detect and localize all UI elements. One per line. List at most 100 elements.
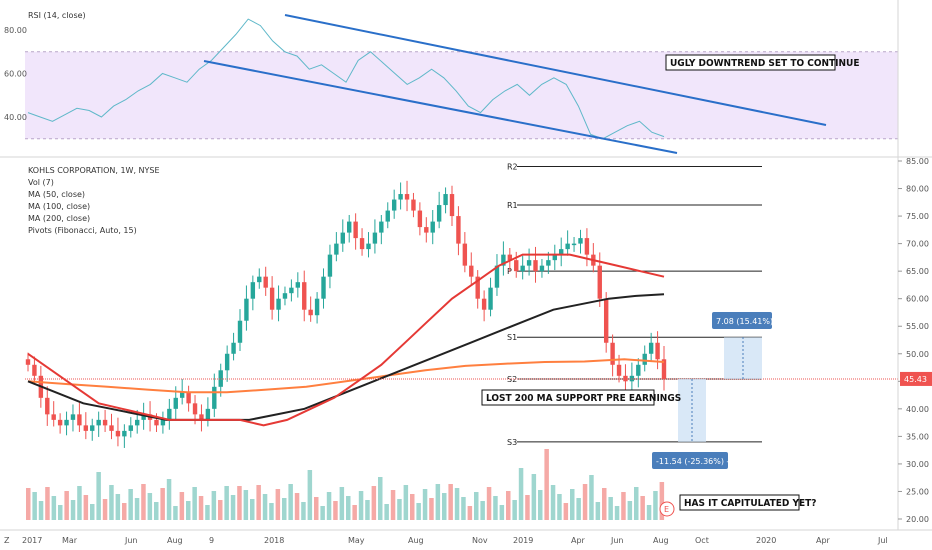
indicator-label: MA (100, close) <box>28 202 90 211</box>
pane-labels: RSI (14, close) KOHLS CORPORATION, 1W, NY… <box>28 11 160 235</box>
volume-bar <box>525 495 530 520</box>
time-tick-label: Nov <box>472 536 488 545</box>
volume-bar <box>250 499 255 520</box>
candle-body <box>25 359 31 365</box>
time-tick-label: Jul <box>877 536 888 545</box>
candle-body <box>250 282 256 299</box>
volume-bar <box>160 488 165 520</box>
volume-bar <box>640 496 645 520</box>
volume-bar <box>416 503 421 520</box>
candle-body <box>603 298 609 343</box>
candle-body <box>237 320 243 343</box>
volume-bar <box>403 485 409 520</box>
volume-bar <box>224 486 229 520</box>
volume-bar <box>301 502 306 520</box>
indicator-label: MA (50, close) <box>28 190 85 199</box>
volume-bar <box>307 470 313 520</box>
ma-note: LOST 200 MA SUPPORT PRE EARNINGS <box>486 393 681 404</box>
candle-body <box>32 364 37 376</box>
candle-body <box>411 199 416 211</box>
time-tick-label: Jun <box>124 536 138 545</box>
volume-bar <box>109 485 114 520</box>
volume-bar <box>141 484 146 520</box>
volume-bar <box>589 475 594 520</box>
volume-bar <box>192 487 197 520</box>
volume-bar <box>621 492 626 520</box>
pivot-label: R1 <box>507 201 518 210</box>
volume-bar <box>493 496 498 520</box>
candle-body <box>186 392 191 404</box>
candle-body <box>295 282 301 288</box>
candle-body <box>70 414 76 420</box>
candle-body <box>539 265 545 272</box>
volume-bar <box>499 505 505 520</box>
pivot-label: S1 <box>507 333 517 342</box>
candle-body <box>642 353 647 365</box>
candle-body <box>83 425 89 431</box>
candle-body <box>314 298 320 316</box>
candle-body <box>404 194 410 200</box>
candle-body <box>154 419 159 426</box>
candle-body <box>616 364 622 376</box>
annotations: 7.08 (15.41%) 708 -11.54 (-25.36%) -1154 U… <box>481 54 859 517</box>
volume-bar <box>659 482 665 520</box>
volume-bar <box>435 484 441 520</box>
candle-body <box>167 408 172 420</box>
volume-bar <box>230 495 236 520</box>
indicator-label: KOHLS CORPORATION, 1W, NYSE <box>28 166 160 175</box>
candle-body <box>263 276 268 288</box>
volume-bar <box>634 487 639 520</box>
volume-bar <box>262 494 268 520</box>
rsi-note-frame <box>665 54 836 71</box>
earnings-badge-text: E <box>664 505 669 514</box>
candle-body <box>391 199 397 211</box>
capitulation-note-frame <box>679 494 800 511</box>
price-tick-label: 40.00 <box>906 405 929 414</box>
volume-bar <box>442 493 447 520</box>
price-tick-label: 85.00 <box>906 157 929 166</box>
candle-body <box>269 287 275 310</box>
candle-body <box>359 238 365 250</box>
rsi-tick-label: 40.00 <box>4 113 27 122</box>
volume-bar <box>397 499 402 520</box>
candle-body <box>135 419 140 426</box>
price-tick-label: 50.00 <box>906 350 929 359</box>
volume-bar <box>550 485 556 520</box>
candle-body <box>481 298 487 310</box>
price-tick-label: 30.00 <box>906 460 929 469</box>
price-tick-label: 75.00 <box>906 212 929 221</box>
capitulation-note: HAS IT CAPITULATED YET? <box>684 498 816 509</box>
down-box-text: -11.54 (-25.36%) -1154 <box>656 457 750 466</box>
rsi-pane <box>25 14 898 154</box>
volume-bar <box>58 505 63 520</box>
candle-body <box>514 260 519 272</box>
candle-body <box>115 430 121 437</box>
volume-bar <box>147 493 153 520</box>
volume-bar <box>237 486 242 520</box>
candle-body <box>379 221 384 233</box>
volume-bar <box>538 490 543 520</box>
volume-bar <box>282 498 287 520</box>
candle-body <box>430 221 435 233</box>
earnings-badge <box>659 501 675 517</box>
volume-bar <box>45 487 50 520</box>
volume-bar <box>480 501 485 520</box>
candle-body <box>141 414 146 420</box>
candle-body <box>417 210 423 228</box>
price-tick-label: 25.00 <box>906 487 929 496</box>
rsi-lower-trendline <box>203 60 678 154</box>
candle-body <box>90 425 95 431</box>
volume-bar <box>646 505 652 520</box>
candle-body <box>231 342 236 354</box>
price-tag <box>900 371 932 386</box>
candle-body <box>443 194 448 206</box>
time-tick-label: 2020 <box>756 536 776 545</box>
candle-body <box>661 359 667 379</box>
candle-body <box>456 216 461 244</box>
rsi-tick-label: 60.00 <box>4 70 27 79</box>
volume-bar <box>102 499 108 520</box>
volume-bar <box>346 496 351 520</box>
candle-body <box>224 353 230 371</box>
time-tick-label: 9 <box>209 536 214 545</box>
volume-bar <box>38 501 44 520</box>
